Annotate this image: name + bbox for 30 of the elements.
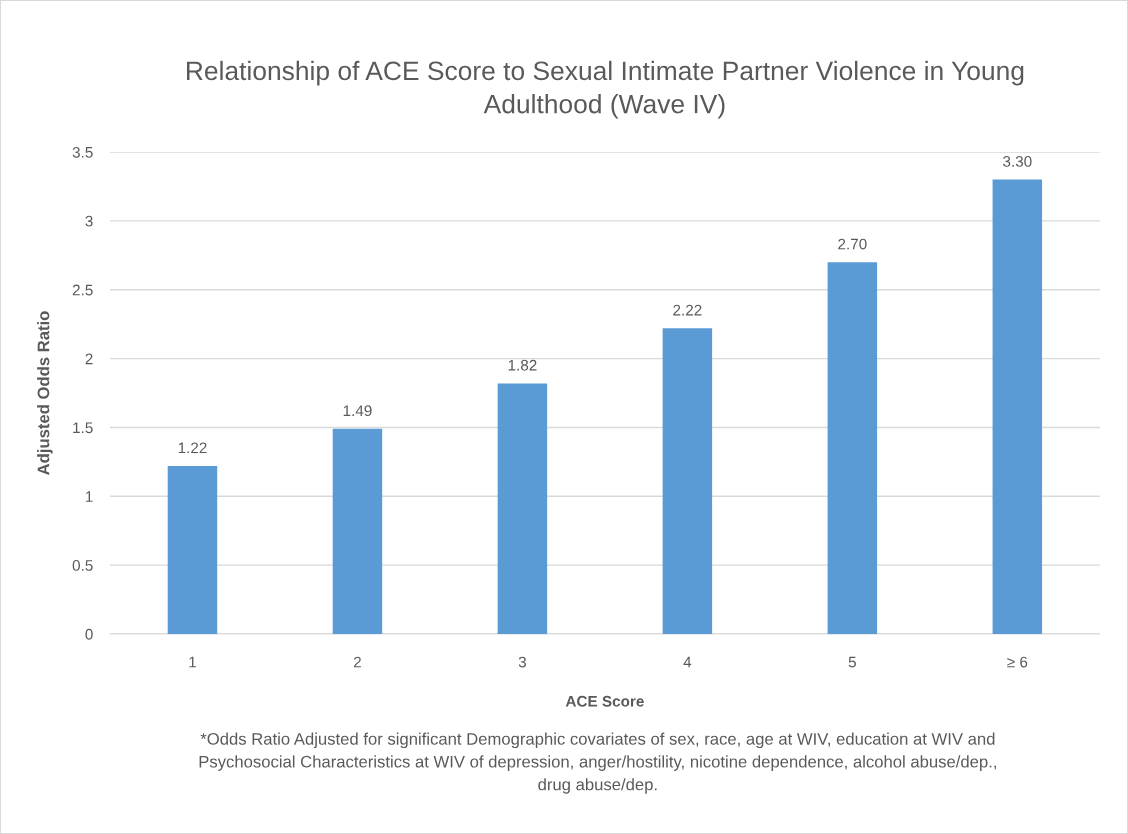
bar [332,428,383,635]
bar [662,328,713,635]
y-tick-label: 0.5 [72,560,93,571]
x-tick-label: 3 [518,656,526,668]
y-axis-title: Adjusted Odds Ratio [37,311,53,476]
bar [827,262,878,635]
chart-title: Relationship of ACE Score to Sexual Intimate Partner Violence in Young Adulthood (Wave IV) [187,60,1024,119]
data-label: 2.70 [838,238,867,250]
x-tick-label: 2 [353,656,361,668]
y-tick-label: 2.5 [72,284,93,296]
y-tick-label: 2 [85,353,93,365]
x-axis-title: ACE Score [565,695,644,707]
y-tick-label: 0 [85,628,93,640]
bar [992,179,1043,635]
text: *Odds Ratio Adjusted for significant Demographic covariates of sex, race, age at WIV, education at WIV and Psychosocial Characteristics at WIV of depression, anger/hostility, nicotine dependence, alcohol abuse/dep., drug abuse/dep. [199,732,996,794]
y-tick-label: 1 [85,491,93,502]
x-tick-label: 4 [683,656,692,668]
y-tick-label: 1.5 [73,422,93,434]
data-label: 1.82 [508,359,537,371]
data-label: 1.49 [343,405,372,417]
x-tick-label: 1 [189,656,196,668]
x-tick-label: ≥ 6 [1007,656,1028,668]
y-tick-label: 3 [85,215,93,227]
data-label: 1.22 [178,442,207,454]
y-tick-label: 3.5 [72,146,93,158]
bar [497,383,548,635]
bar [167,466,218,635]
x-tick-label: 5 [848,656,856,668]
data-label: 2.22 [673,304,702,316]
data-label: 3.30 [1003,156,1032,167]
